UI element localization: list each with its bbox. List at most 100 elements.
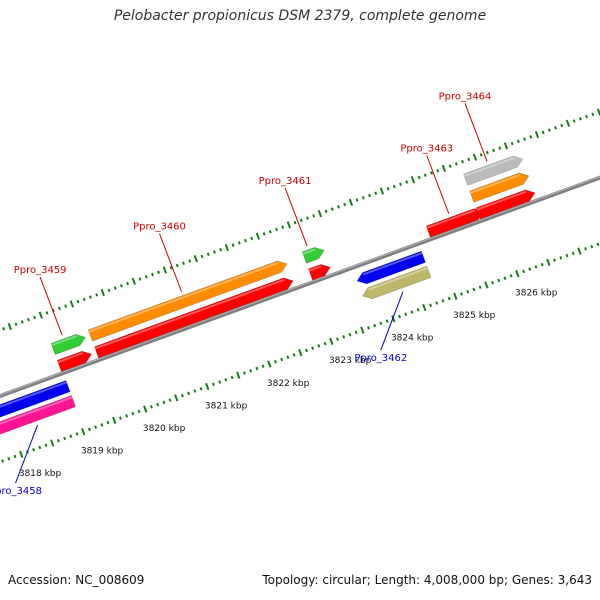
major-tick (441, 164, 447, 173)
major-tick (100, 288, 105, 297)
gene-features (0, 155, 536, 435)
major-tick (267, 360, 272, 368)
minor-tick (447, 296, 451, 301)
minor-tick (559, 256, 563, 260)
minor-tick (219, 247, 223, 252)
ppro_3459-feature-shine (51, 335, 77, 347)
major-tick (515, 270, 520, 278)
backbone-line (0, 175, 600, 399)
ppro_3458-label: Ppro_3458 (0, 486, 42, 497)
ppro_3458-feature (0, 395, 76, 435)
minor-tick (404, 312, 408, 317)
ppro_3460-label: Ppro_3460 (133, 222, 186, 233)
major-tick (360, 326, 365, 334)
major-tick (317, 209, 323, 218)
minor-tick (510, 141, 514, 146)
minor-tick (492, 148, 496, 153)
ppro_3458-feature (0, 380, 71, 418)
minor-tick (82, 297, 86, 302)
scale-label: 3823 kbp (329, 356, 372, 366)
minor-tick (306, 216, 309, 220)
minor-tick (429, 303, 432, 308)
major-tick (503, 142, 509, 150)
minor-tick (75, 432, 79, 436)
ppro_3460-feature-shine (94, 278, 285, 350)
minor-tick (479, 153, 483, 157)
ppro_3461-feature-shine (302, 248, 316, 255)
ppro_3460-feature (87, 260, 288, 342)
ppro_3461-feature-shine (308, 265, 322, 272)
minor-tick (168, 398, 172, 402)
ppro_3460-feature (94, 277, 294, 359)
minor-tick (95, 293, 99, 297)
minor-tick (311, 346, 315, 350)
minor-tick (113, 286, 117, 290)
minor-tick (578, 117, 582, 121)
minor-tick (1, 459, 5, 463)
minor-tick (106, 420, 110, 425)
minor-tick (7, 457, 11, 461)
minor-tick (76, 299, 80, 304)
minor-tick (156, 402, 160, 407)
major-tick (50, 439, 55, 447)
major-tick (484, 281, 489, 289)
major-tick (379, 187, 385, 195)
minor-tick (503, 276, 507, 280)
scale-label: 3819 kbp (81, 446, 124, 456)
scale-label: 3825 kbp (453, 311, 496, 321)
major-tick (174, 394, 179, 402)
minor-tick (317, 344, 321, 348)
minor-tick (149, 405, 153, 409)
minor-tick (379, 321, 383, 326)
minor-tick (182, 261, 185, 265)
ppro_3462-feature-shine (362, 252, 423, 276)
accession-label: Accession: NC_008609 (8, 573, 145, 587)
minor-tick (337, 205, 340, 209)
minor-tick (218, 380, 222, 384)
ppro_3459-leader-line (39, 276, 63, 336)
genome-backbone (0, 175, 600, 399)
minor-tick (275, 227, 278, 232)
ppro_3460-feature-shine (88, 261, 279, 333)
minor-tick (32, 447, 36, 452)
minor-tick (169, 266, 173, 270)
major-tick (112, 416, 117, 425)
minor-tick (435, 301, 439, 305)
minor-tick (528, 267, 532, 271)
minor-tick (261, 364, 265, 368)
minor-tick (237, 241, 241, 245)
ppro_3462-feature (362, 265, 432, 300)
minor-tick (33, 315, 37, 320)
minor-tick (88, 295, 92, 299)
major-tick (286, 221, 292, 229)
major-tick (236, 371, 241, 379)
minor-tick (590, 244, 594, 249)
minor-tick (144, 275, 148, 279)
major-tick (224, 243, 230, 252)
ppro_3458-feature-shine (0, 396, 73, 425)
minor-tick (293, 220, 297, 225)
minor-tick (14, 322, 18, 326)
minor-tick (399, 182, 402, 186)
minor-tick (20, 320, 24, 324)
ppro_3462-feature (356, 250, 426, 285)
scale-label: 3820 kbp (143, 424, 186, 434)
minor-tick (342, 335, 346, 339)
minor-tick (280, 357, 284, 362)
minor-tick (268, 229, 272, 234)
major-tick (193, 255, 199, 263)
minor-tick (398, 314, 401, 319)
minor-tick (181, 393, 184, 398)
ppro_3462-leader-line (380, 291, 404, 351)
ppro_3464-feature (463, 155, 524, 186)
minor-tick (188, 259, 192, 263)
minor-tick (13, 454, 17, 459)
minor-tick (213, 250, 216, 254)
ppro_3464-feature-shine (470, 173, 521, 194)
scale-label: 3822 kbp (267, 379, 310, 389)
minor-tick (157, 270, 161, 275)
minor-tick (355, 198, 359, 202)
ppro_3459-feature (56, 350, 93, 372)
ppro_3464-feature (469, 172, 530, 203)
